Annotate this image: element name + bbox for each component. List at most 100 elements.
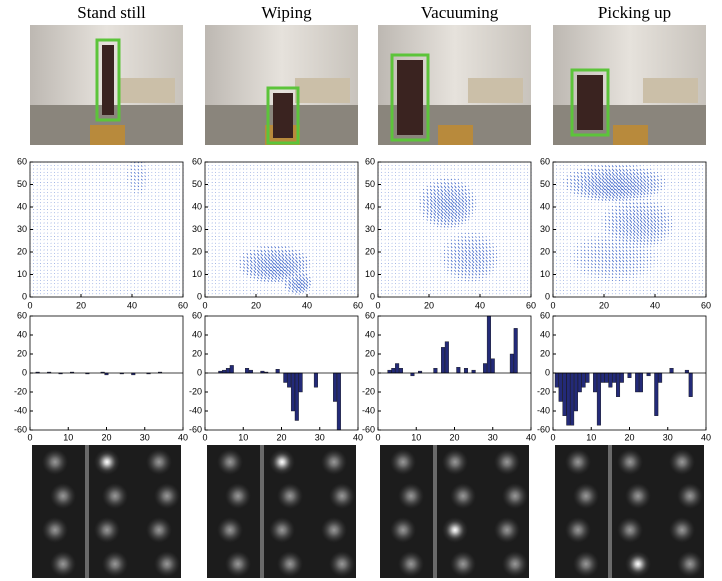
table (438, 125, 473, 145)
x-tick-label: 40 (127, 300, 137, 310)
bounding-box (95, 38, 121, 122)
table (90, 125, 125, 145)
bar (229, 365, 234, 374)
quiver-arrows (552, 161, 707, 295)
spectral-spot (669, 517, 695, 543)
spectral-image (555, 445, 704, 578)
bar (658, 372, 663, 383)
y-tick-label: 20 (365, 246, 375, 256)
spectral-spot (329, 483, 355, 509)
bar (562, 372, 567, 416)
x-tick-label: 10 (63, 432, 73, 442)
y-tick-label: 40 (365, 329, 375, 339)
y-tick-label: 10 (192, 269, 202, 279)
quiver-plot: 0 20 40 60 0 10 20 30 40 50 60 (540, 156, 711, 310)
y-tick-label: 20 (540, 246, 550, 256)
person (102, 45, 114, 115)
spectral-spot (269, 517, 295, 543)
y-tick-label: 60 (540, 310, 550, 320)
x-tick-label: 40 (178, 432, 188, 442)
bar (513, 328, 518, 374)
y-tick-label: 40 (540, 201, 550, 211)
bar (669, 368, 674, 374)
y-tick-label: 20 (192, 246, 202, 256)
x-tick-label: 60 (526, 300, 536, 310)
y-tick-label: 60 (540, 156, 550, 166)
y-tick-label: -20 (537, 386, 550, 396)
spectral-spot (321, 517, 347, 543)
bar (444, 341, 449, 374)
y-tick-label: 0 (22, 291, 27, 301)
spectral-stripe (433, 445, 437, 578)
bar (245, 368, 250, 374)
y-tick-label: 20 (17, 348, 27, 358)
spectral-spot (146, 449, 172, 475)
y-tick-label: 40 (17, 329, 27, 339)
x-tick-label: 40 (701, 432, 711, 442)
quiver-plot: 0 20 40 60 0 10 20 30 40 50 60 (365, 156, 536, 310)
x-tick-label: 30 (663, 432, 673, 442)
column-title: Picking up (598, 3, 671, 22)
spectral-peak (629, 555, 647, 573)
bar (463, 368, 468, 374)
x-tick-label: 10 (238, 432, 248, 442)
y-tick-label: 20 (540, 348, 550, 358)
bar (577, 372, 582, 393)
y-tick-label: 50 (192, 179, 202, 189)
spectral-peak (446, 521, 464, 539)
person (273, 93, 293, 138)
y-tick-label: 30 (540, 224, 550, 234)
x-tick-label: 20 (276, 432, 286, 442)
y-tick-label: 20 (365, 348, 375, 358)
spectral-spot (450, 551, 476, 577)
y-tick-label: 60 (17, 310, 27, 320)
y-tick-label: 40 (540, 329, 550, 339)
y-tick-label: 60 (17, 156, 27, 166)
spectral-spot (146, 517, 172, 543)
x-tick-label: 60 (353, 300, 363, 310)
bar (581, 372, 586, 388)
x-tick-label: 40 (353, 432, 363, 442)
bar (333, 372, 338, 402)
spectral-spot (450, 483, 476, 509)
bar (558, 372, 563, 402)
x-tick-label: 0 (27, 432, 32, 442)
bar-chart: 0 10 20 30 40 -60 -40 -20 0 20 40 60 (189, 310, 363, 442)
spectral-spot (42, 449, 68, 475)
bar (486, 315, 491, 374)
bar (570, 372, 575, 426)
spectral-spot (494, 517, 520, 543)
x-tick-label: 40 (302, 300, 312, 310)
bar (298, 372, 303, 393)
y-tick-label: -60 (537, 424, 550, 434)
bar-chart: 0 10 20 30 40 -60 -40 -20 0 20 40 60 (537, 310, 711, 442)
y-tick-label: 0 (545, 367, 550, 377)
bar (566, 372, 571, 426)
person (577, 75, 603, 130)
spectral-stripe (608, 445, 612, 578)
spectral-spot (217, 517, 243, 543)
x-tick-label: 10 (411, 432, 421, 442)
bar (283, 372, 288, 383)
bar (248, 369, 253, 374)
y-tick-label: 40 (365, 201, 375, 211)
spectral-spot (225, 551, 251, 577)
bar (593, 372, 598, 393)
x-tick-label: 20 (76, 300, 86, 310)
bar (410, 372, 415, 377)
bar (313, 372, 318, 388)
bar (483, 363, 488, 374)
bar (612, 372, 617, 383)
spectral-spot (225, 483, 251, 509)
spectral-spot (625, 483, 651, 509)
x-tick-label: 40 (650, 300, 660, 310)
photo (378, 25, 531, 145)
bar (336, 372, 341, 431)
bar (471, 369, 476, 374)
y-tick-label: 0 (197, 367, 202, 377)
y-tick-label: -40 (189, 405, 202, 415)
y-tick-label: 60 (365, 310, 375, 320)
x-tick-label: 40 (475, 300, 485, 310)
y-tick-label: 0 (22, 367, 27, 377)
